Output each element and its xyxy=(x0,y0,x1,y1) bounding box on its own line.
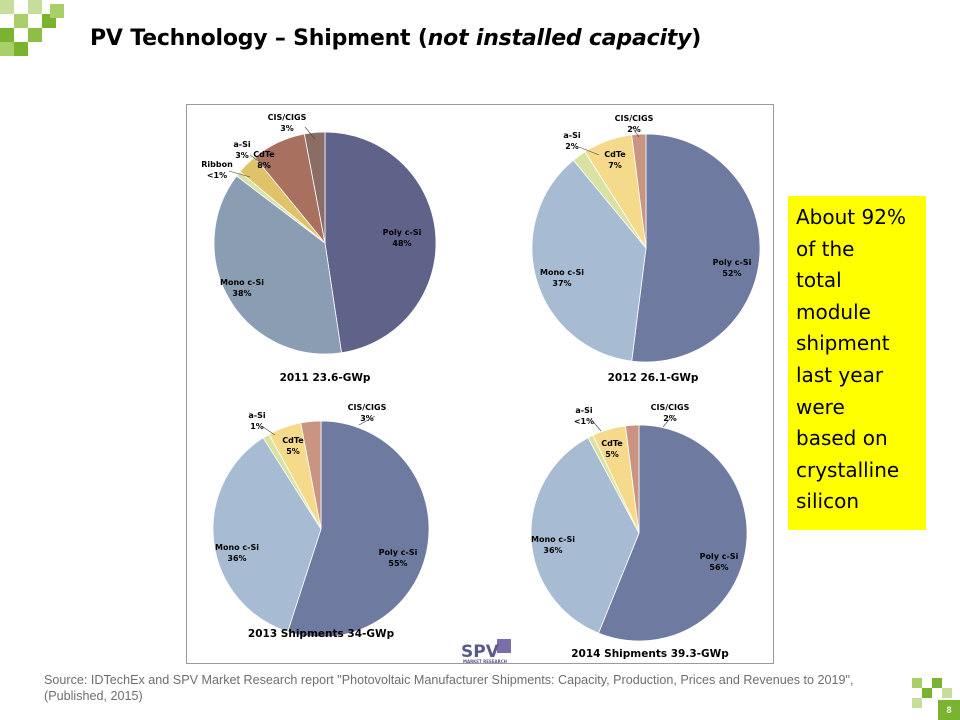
pie-slice-mono-c-si xyxy=(530,437,640,634)
slice-label-name: CIS/CIGS xyxy=(268,113,307,122)
slice-label-value: 36% xyxy=(227,554,246,563)
slice-label-name: CdTe xyxy=(604,150,626,159)
slice-label-name: Ribbon xyxy=(201,160,233,169)
slice-label-name: a-Si xyxy=(563,131,580,140)
slice-label-name: a-Si xyxy=(575,406,592,415)
callout-line: total xyxy=(796,268,842,293)
callout-line: based on xyxy=(796,426,888,451)
spv-logo-text: SPV xyxy=(461,642,500,662)
slice-label-value: 5% xyxy=(605,450,619,459)
slice-label-value: 36% xyxy=(543,546,562,555)
callout-line: silicon xyxy=(796,489,859,514)
slice-label-name: a-Si xyxy=(233,140,250,149)
pie-slice-poly-c-si xyxy=(598,424,748,642)
chart-caption: 2013 Shipments 34-GWp xyxy=(248,628,395,640)
callout-line: of the xyxy=(796,236,855,261)
title-italic: not installed capacity xyxy=(427,26,692,51)
slice-label-value: 7% xyxy=(608,161,622,170)
slice-label-value: 3% xyxy=(360,414,374,423)
slice-label-value: <1% xyxy=(207,171,227,180)
title-main: PV Technology – Shipment ( xyxy=(90,26,428,51)
leader-line xyxy=(631,126,640,138)
slice-label-name: CdTe xyxy=(253,150,275,159)
spv-logo-subtitle: MARKET RESEARCH xyxy=(463,659,507,663)
slice-label-value: 5% xyxy=(286,447,300,456)
leader-line xyxy=(228,170,251,178)
source-citation: Source: IDTechEx and SPV Market Research… xyxy=(44,673,854,703)
slice-label-name: CdTe xyxy=(601,439,623,448)
slice-label-name: Poly c-Si xyxy=(383,228,422,237)
slice-label-value: 1% xyxy=(250,422,264,431)
leader-line xyxy=(304,126,316,140)
callout-line: module xyxy=(796,299,871,324)
slice-label-name: CIS/CIGS xyxy=(348,403,387,412)
slice-label-name: a-Si xyxy=(248,411,265,420)
slice-label-name: CIS/CIGS xyxy=(615,114,654,123)
pie-slice-cis-cigs xyxy=(631,133,647,249)
pie-chart-1: Poly c-Si 48% Mono c-Si 38% Ribbon <1% a-Si 3% C… xyxy=(201,113,437,384)
pie-charts-svg: Poly c-Si 48% Mono c-Si 38% Ribbon <1% a-Si 3% C… xyxy=(201,113,761,663)
callout-line: About 92% xyxy=(796,205,906,229)
leader-line xyxy=(662,414,674,428)
spv-logo-mark xyxy=(497,639,511,653)
chart-caption: 2011 23.6-GWp xyxy=(280,372,371,384)
callout-line: crystalline xyxy=(796,457,900,482)
callout-line: were xyxy=(796,394,845,419)
slice-label-name: Poly c-Si xyxy=(379,548,418,557)
slice-label-value: <1% xyxy=(574,417,594,426)
title-end: ) xyxy=(691,26,702,51)
page-title: PV Technology – Shipment (not installed … xyxy=(90,26,701,51)
leader-line xyxy=(262,426,276,436)
pie-slice-cis-cigs xyxy=(624,424,640,534)
slice-label-name: Mono c-Si xyxy=(215,543,259,552)
pie-slice-cis-cigs xyxy=(303,131,326,244)
slice-label-value: 38% xyxy=(232,289,251,298)
slice-label-value: 55% xyxy=(388,559,407,568)
pie-slice-cis-cigs xyxy=(300,420,322,530)
slice-label-name: Poly c-Si xyxy=(700,552,739,561)
slice-label-name: Mono c-Si xyxy=(220,278,264,287)
pie-slice-mono-c-si xyxy=(212,437,322,633)
leader-line xyxy=(590,418,602,432)
pie-chart-4: Poly c-Si 56% Mono c-Si 36% a-Si <1% CdTe 5% CIS… xyxy=(530,403,748,660)
chart-caption: 2014 Shipments 39.3-GWp xyxy=(571,648,729,660)
pie-chart-2: Poly c-Si 52% Mono c-Si 37% a-Si 2% CdTe 7% CIS/… xyxy=(531,114,761,384)
slice-label-value: 37% xyxy=(552,279,571,288)
leader-line xyxy=(249,154,268,168)
pie-chart-3: Poly c-Si 55% Mono c-Si 36% a-Si 1% CdTe 5% CIS/… xyxy=(212,403,430,640)
slice-label-value: 3% xyxy=(280,124,294,133)
slice-label-name: CdTe xyxy=(282,436,304,445)
brand-logo-bottom xyxy=(912,678,952,708)
pie-slice-poly-c-si xyxy=(287,420,430,638)
slice-label-value: 3% xyxy=(235,151,249,160)
slice-label-value: 8% xyxy=(257,161,271,170)
pie-charts-figure: Poly c-Si 48% Mono c-Si 38% Ribbon <1% a-Si 3% C… xyxy=(186,104,774,664)
chart-caption: 2012 26.1-GWp xyxy=(608,372,699,384)
slice-label-name: Mono c-Si xyxy=(531,535,575,544)
pie-slice-mono-c-si xyxy=(213,175,342,355)
slice-label-value: 56% xyxy=(709,563,728,572)
pie-slice-mono-c-si xyxy=(531,159,647,362)
pie-slice-poly-c-si xyxy=(631,133,761,363)
callout-line: shipment xyxy=(796,331,890,356)
pie-slice-poly-c-si xyxy=(324,131,437,354)
callout-box: About 92% of the total module shipment l… xyxy=(788,196,926,530)
slice-label-name: Mono c-Si xyxy=(540,268,584,277)
slice-label-value: 52% xyxy=(722,269,741,278)
page-number: 8 xyxy=(938,700,960,720)
slice-label-value: 48% xyxy=(392,239,411,248)
brand-logo-top xyxy=(0,0,64,56)
leader-line xyxy=(578,146,600,156)
callout-line: last year xyxy=(796,362,884,387)
slice-label-value: 2% xyxy=(565,142,579,151)
slice-label-name: Poly c-Si xyxy=(713,258,752,267)
leader-line xyxy=(358,415,376,426)
slice-label-name: CIS/CIGS xyxy=(651,403,690,412)
